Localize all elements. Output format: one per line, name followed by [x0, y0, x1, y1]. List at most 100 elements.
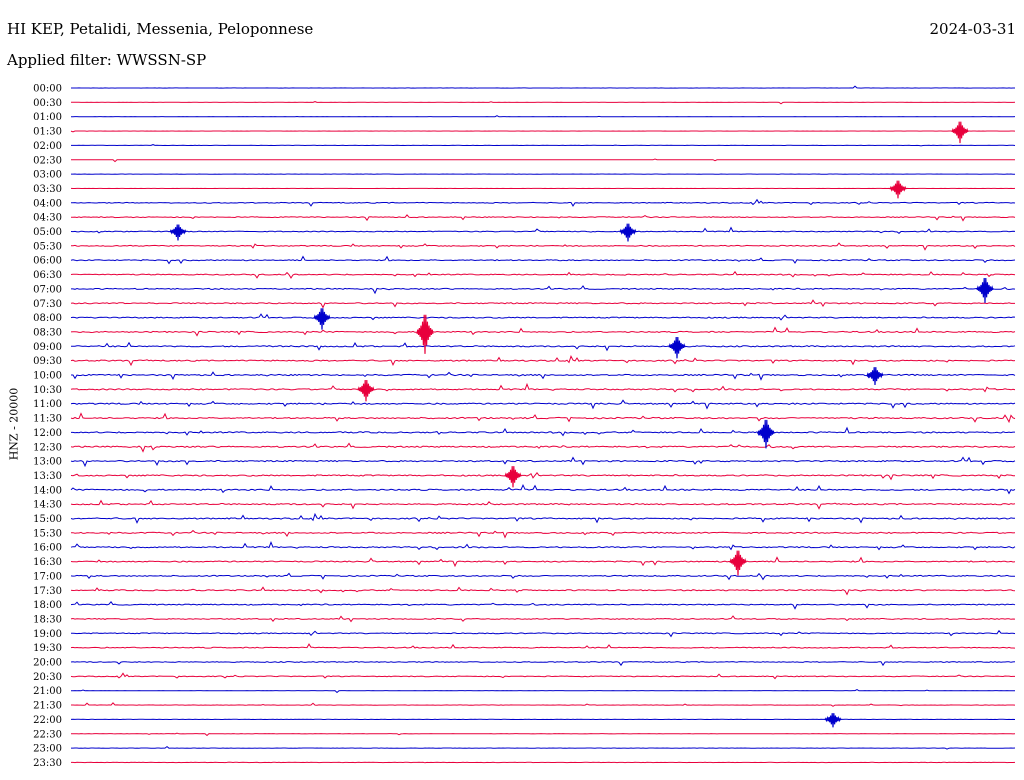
trace-line [71, 761, 1016, 764]
row-time-label: 19:30 [33, 643, 62, 654]
row-time-label: 22:00 [33, 715, 62, 726]
row-time-label: 09:30 [33, 356, 62, 367]
row-time-label: 09:00 [33, 342, 62, 353]
trace-line [70, 442, 1016, 453]
row-time-label: 04:30 [33, 213, 62, 224]
trace-line [71, 702, 1016, 707]
filter-label: Applied filter: WWSSN-SP [7, 51, 207, 69]
trace-line [70, 556, 1016, 568]
trace-line [70, 672, 1015, 680]
trace-line [70, 341, 1016, 352]
trace-line [70, 512, 1016, 524]
seismic-event [357, 379, 375, 402]
row-time-label: 13:00 [33, 457, 62, 468]
trace-line [70, 255, 1016, 265]
trace-line [70, 299, 1015, 309]
trace-line [71, 745, 1016, 750]
row-time-label: 04:00 [33, 198, 62, 209]
trace-line [70, 270, 1016, 279]
row-time-label: 12:00 [33, 428, 62, 439]
seismic-event [729, 550, 747, 576]
trace-line [70, 600, 1016, 610]
row-time-label: 15:30 [33, 528, 62, 539]
trace-line [70, 732, 1016, 737]
station-title: HI KEP, Petalidi, Messenia, Peloponnese [7, 20, 314, 38]
trace-line [71, 115, 1016, 118]
trace-line [71, 101, 1016, 105]
row-time-label: 23:00 [33, 744, 62, 755]
trace-line [70, 226, 1016, 234]
trace-date: 2024-03-31 [929, 20, 1016, 38]
row-time-label: 16:00 [33, 543, 62, 554]
row-time-label: 16:30 [33, 557, 62, 568]
seismic-event [976, 277, 994, 303]
row-time-label: 14:00 [33, 485, 62, 496]
row-time-label: 17:00 [33, 571, 62, 582]
row-time-label: 21:30 [33, 701, 62, 712]
seismic-event [668, 336, 686, 359]
row-time-label: 08:30 [33, 327, 62, 338]
seismic-event [416, 314, 434, 354]
row-time-label: 17:30 [33, 586, 62, 597]
trace-line [70, 499, 1016, 510]
trace-line [70, 355, 1016, 367]
trace-line [70, 718, 1016, 721]
row-time-label: 21:00 [33, 686, 62, 697]
seismic-event [504, 466, 522, 488]
trace-line [71, 285, 1016, 295]
row-time-label: 05:00 [33, 227, 62, 238]
trace-line [70, 399, 1016, 410]
trace-line [70, 412, 1016, 424]
trace-line [70, 313, 1016, 321]
row-time-label: 03:00 [33, 170, 62, 181]
row-time-label: 11:30 [33, 414, 62, 425]
row-time-label: 13:30 [33, 471, 62, 482]
trace-line [70, 382, 1016, 393]
trace-line [71, 144, 1016, 147]
trace-line [70, 529, 1016, 539]
row-time-label: 07:30 [33, 299, 62, 310]
row-time-label: 02:00 [33, 141, 62, 152]
row-time-label: 10:30 [33, 385, 62, 396]
row-time-label: 23:30 [33, 758, 62, 769]
trace-line [70, 242, 1016, 251]
trace-line [71, 198, 1016, 207]
trace-line [70, 615, 1016, 623]
trace-line [71, 371, 1016, 381]
row-time-label: 18:00 [33, 600, 62, 611]
seismic-event [313, 308, 331, 330]
seismic-event [619, 223, 637, 242]
trace-line [70, 214, 1016, 222]
row-time-label: 22:30 [33, 729, 62, 740]
row-time-label: 01:00 [33, 112, 62, 123]
seismic-event [824, 713, 842, 728]
row-time-label: 07:00 [33, 284, 62, 295]
row-time-label: 19:00 [33, 629, 62, 640]
trace-line [70, 158, 1016, 163]
row-time-label: 06:30 [33, 270, 62, 281]
row-time-label: 12:30 [33, 442, 62, 453]
seismic-event [169, 224, 187, 241]
row-time-label: 00:30 [33, 98, 62, 109]
trace-line [70, 643, 1016, 649]
row-time-label: 03:30 [33, 184, 62, 195]
row-time-label: 05:30 [33, 241, 62, 252]
trace-line [70, 661, 1016, 667]
trace-line [70, 541, 1016, 551]
trace-line [70, 471, 1015, 481]
trace-line [71, 629, 1016, 638]
trace-line [70, 586, 1016, 596]
seismic-event [757, 419, 775, 449]
trace-line [70, 484, 1016, 495]
trace-line [71, 426, 1015, 437]
row-time-label: 06:00 [33, 256, 62, 267]
trace-line [70, 130, 1016, 133]
row-time-label: 02:30 [33, 155, 62, 166]
seismic-event [951, 121, 969, 144]
row-time-label: 20:30 [33, 672, 62, 683]
trace-line [70, 572, 1015, 581]
row-time-label: 08:00 [33, 313, 62, 324]
seismic-event [889, 180, 907, 199]
row-time-label: 20:00 [33, 658, 62, 669]
